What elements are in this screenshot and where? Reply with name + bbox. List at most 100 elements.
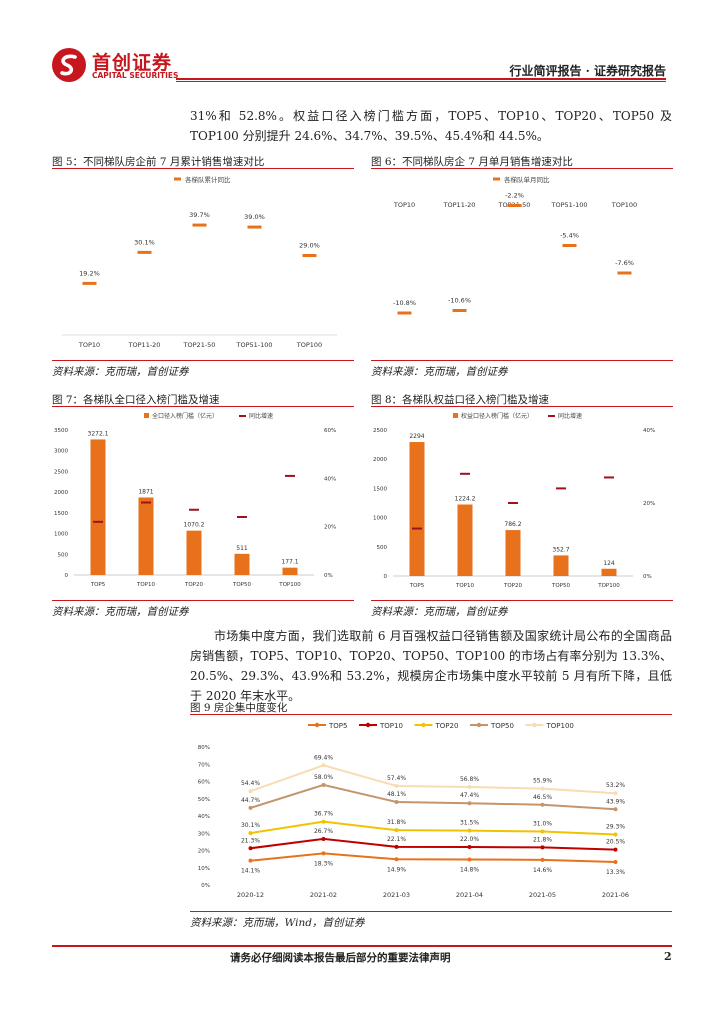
fig6-point-marker	[617, 271, 632, 275]
fig8-growth-marker	[412, 527, 422, 530]
fig9-point-label: 44.7%	[241, 797, 260, 804]
fig5-point-label: 39.7%	[189, 211, 210, 219]
fig7-top-rule	[52, 406, 354, 407]
fig5-category-label: TOP51-100	[235, 341, 272, 349]
fig6-point-label: -2.2%	[505, 192, 524, 200]
fig5-point-label: 39.0%	[244, 213, 265, 221]
fig9-point-label: 22.0%	[460, 836, 479, 843]
fig9-point	[248, 789, 253, 794]
fig8-title: 图 8：各梯队权益口径入榜门槛及增速	[371, 394, 550, 406]
fig8-growth-marker	[460, 472, 470, 475]
fig9-point-label: 22.1%	[387, 836, 406, 843]
fig6-source: 资料来源：克而瑞，首创证券	[371, 366, 508, 378]
fig8-growth-marker	[604, 476, 614, 479]
fig7-y-tick: 0	[65, 573, 69, 579]
fig6-point-label: -10.8%	[393, 299, 416, 307]
fig9-point	[321, 782, 326, 787]
fig9-y-tick: 20%	[198, 849, 210, 855]
fig8-bar	[553, 555, 569, 576]
fig9-series-line	[250, 820, 616, 836]
fig8-category-label: TOP10	[455, 583, 475, 589]
fig9-point-label: 14.1%	[241, 868, 260, 875]
fig9-y-tick: 80%	[198, 745, 210, 751]
fig7-bar	[234, 553, 250, 575]
fig5-point-marker	[82, 281, 97, 285]
fig9-point-label: 21.3%	[241, 837, 260, 844]
fig9-point	[467, 857, 472, 862]
fig7-chart: 全口径入榜门槛（亿元） 同比增速 0 500 1000 1500 2000 2500 3000 3…	[54, 412, 336, 588]
fig9-y-tick: 40%	[198, 814, 210, 820]
fig8-top-rule	[371, 406, 673, 407]
fig9-point-label: 14.6%	[533, 867, 552, 874]
fig7-bottom-rule	[52, 600, 354, 601]
fig8-category-label: TOP20	[503, 583, 523, 589]
fig9-point-label: 20.5%	[606, 839, 625, 846]
fig9-point	[321, 836, 326, 841]
fig8-category-label: TOP100	[597, 583, 620, 589]
fig7-category-label: TOP5	[90, 582, 106, 588]
fig9-point-label: 21.8%	[533, 836, 552, 843]
fig8-bar-value-label: 2294	[409, 433, 424, 440]
fig9-point	[540, 829, 545, 834]
fig9-point-label: 55.9%	[533, 778, 552, 785]
company-name-en: CAPITAL SECURITIES	[92, 71, 179, 80]
fig7-y-tick: 500	[58, 552, 69, 558]
fig6-bottom-rule	[371, 360, 673, 361]
fig6-point-marker	[452, 309, 467, 312]
fig6-top-rule	[371, 168, 673, 169]
fig5-category-label: TOP100	[296, 341, 322, 349]
fig9-series-line	[250, 783, 616, 811]
fig9-y-tick: 0%	[201, 883, 210, 889]
fig9-x-tick: 2021-05	[529, 891, 556, 899]
fig9-series-line	[250, 764, 616, 795]
fig9-point	[613, 847, 618, 852]
fig8-y2-tick: 20%	[643, 501, 655, 507]
fig9-point	[394, 828, 399, 833]
fig9-x-tick: 2020-12	[237, 891, 264, 899]
fig8-legend-growth-label: 同比增速	[558, 412, 582, 420]
fig8-y2-tick: 40%	[643, 428, 655, 434]
fig9-point	[540, 845, 545, 850]
fig9-point-label: 14.8%	[460, 866, 479, 873]
fig9-chart: TOP5 TOP10 TOP20 TOP50 TOP100 0% 10% 20% 30% 40% 5…	[198, 722, 629, 899]
fig7-title: 图 7：各梯队全口径入榜门槛及增速	[52, 394, 220, 406]
fig9-point	[467, 801, 472, 806]
fig7-bar-value-label: 3272.1	[88, 430, 109, 437]
fig8-bottom-rule	[371, 600, 673, 601]
fig5-point-marker	[137, 250, 152, 254]
fig9-point	[540, 786, 545, 791]
fig8-bar-value-label: 1224.2	[455, 496, 476, 503]
fig9-top-rule	[190, 714, 672, 715]
fig9-point-label: 48.1%	[387, 791, 406, 798]
fig6-point-marker	[397, 311, 412, 315]
fig9-x-tick: 2021-02	[310, 891, 337, 899]
header-divider	[176, 78, 666, 80]
fig9-point	[248, 805, 253, 810]
fig9-point	[394, 800, 399, 805]
fig5-category-label: TOP11-20	[128, 341, 161, 349]
fig9-point	[321, 851, 326, 856]
footer-disclaimer: 请务必仔细阅读本报告最后部分的重要法律声明	[230, 952, 451, 964]
fig9-point	[248, 831, 253, 836]
report-type: 行业简评报告 · 证券研究报告	[509, 64, 666, 78]
fig7-bar	[90, 439, 106, 575]
fig7-growth-marker	[285, 474, 295, 477]
fig9-point-label: 46.5%	[533, 794, 552, 801]
fig7-category-label: TOP100	[278, 582, 301, 588]
fig9-point-label: 58.0%	[314, 774, 333, 781]
fig5-point-label: 29.0%	[299, 242, 320, 250]
fig7-growth-marker	[189, 508, 199, 511]
fig9-legend-dot	[314, 722, 320, 728]
fig5-category-label: TOP10	[78, 341, 100, 349]
fig9-point-label: 69.4%	[314, 754, 333, 761]
fig7-category-label: TOP50	[232, 582, 252, 588]
fig9-legend-dot	[532, 722, 537, 728]
fig9-point	[248, 858, 253, 863]
fig7-y2-tick: 0%	[324, 573, 333, 579]
fig7-bar-value-label: 1871	[138, 488, 153, 495]
fig5-point-label: 19.2%	[79, 269, 100, 277]
fig7-bar	[282, 567, 298, 575]
fig5-point-marker	[302, 254, 317, 258]
fig9-point	[394, 857, 399, 862]
fig9-legend-label: TOP50	[490, 722, 514, 730]
